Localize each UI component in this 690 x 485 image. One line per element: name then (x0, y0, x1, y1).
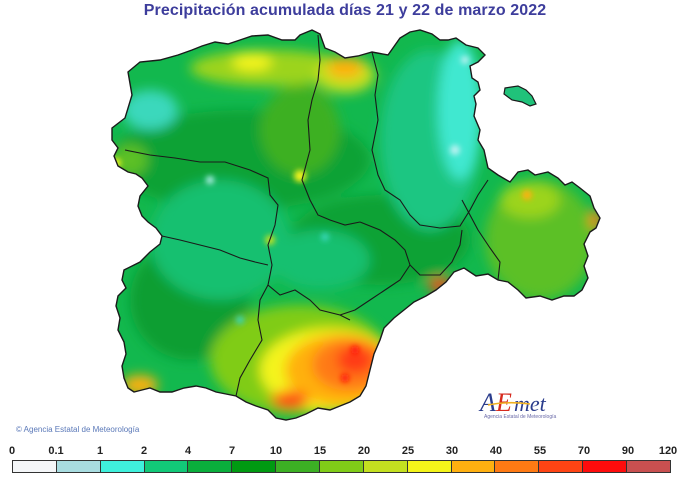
legend-swatch (188, 461, 233, 472)
legend-tick: 4 (184, 445, 192, 457)
legend-tick: 55 (533, 445, 547, 457)
legend-tick: 1 (96, 445, 104, 457)
map-title: Precipitación acumulada días 21 y 22 de … (143, 2, 547, 19)
legend-swatch (320, 461, 364, 472)
legend-swatch (451, 461, 496, 472)
legend-tick: 2 (140, 445, 148, 457)
legend-tick: 40 (489, 445, 503, 457)
legend-swatch (276, 461, 321, 472)
legend-swatch (13, 461, 57, 472)
color-legend-bar (12, 460, 671, 473)
legend-tick-labels: 0 0.1 1 2 4 7 10 15 20 25 30 40 55 70 90… (0, 445, 690, 459)
legend-tick: 25 (401, 445, 415, 457)
legend-swatch (495, 461, 540, 472)
copyright-credit: © Agencia Estatal de Meteorología (16, 425, 140, 434)
legend-swatch (407, 461, 452, 472)
legend-swatch (100, 461, 145, 472)
province-borders (124, 34, 501, 397)
legend-swatch (232, 461, 277, 472)
legend-tick: 70 (577, 445, 591, 457)
legend-swatch (363, 461, 408, 472)
enclave-shape (503, 85, 537, 107)
legend-tick: 0.1 (48, 445, 64, 457)
legend-swatch (539, 461, 584, 472)
legend-tick: 120 (658, 445, 678, 457)
legend-tick: 0 (8, 445, 16, 457)
legend-swatch (583, 461, 628, 472)
legend-swatch (627, 461, 670, 472)
legend-tick: 90 (621, 445, 635, 457)
legend-tick: 10 (269, 445, 283, 457)
legend-swatch (56, 461, 101, 472)
legend-tick: 20 (357, 445, 371, 457)
precipitation-map (111, 29, 601, 421)
legend-tick: 7 (228, 445, 236, 457)
logo-subtitle: Agencia Estatal de Meteorología (484, 414, 557, 420)
svg-text:A: A (478, 388, 496, 417)
legend-tick: 15 (313, 445, 327, 457)
legend-tick: 30 (445, 445, 459, 457)
legend-swatch (144, 461, 189, 472)
aemet-logo: A E met (478, 388, 547, 417)
